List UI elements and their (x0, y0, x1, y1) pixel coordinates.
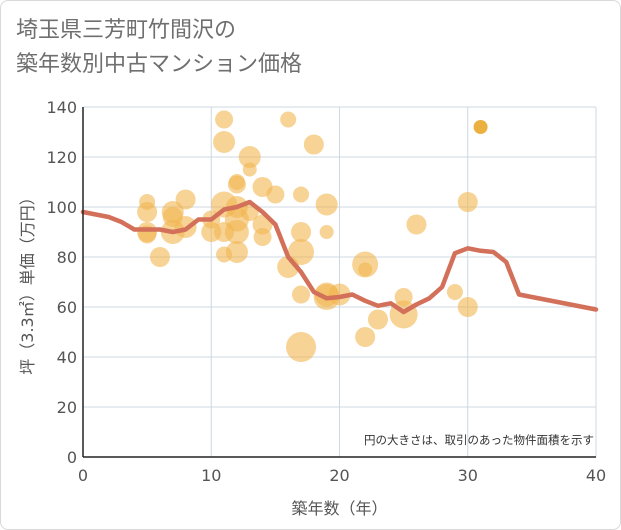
chart-title-line-2: 築年数別中古マンション価格 (16, 52, 303, 77)
y-tick-label: 40 (57, 348, 77, 367)
x-tick-label: 0 (78, 466, 88, 485)
y-tick-label: 60 (57, 298, 77, 317)
data-bubble (293, 186, 310, 203)
data-bubble (213, 131, 236, 153)
data-bubble (280, 111, 297, 128)
y-axis-label: 坪（3.3㎡）単価（万円） (18, 189, 37, 374)
size-annotation: 円の大きさは、取引のあった物件面積を示す (364, 433, 594, 447)
data-bubble (457, 297, 478, 317)
data-bubble (242, 162, 257, 177)
grid-lines (83, 106, 597, 457)
data-bubble (303, 134, 324, 155)
y-tick-label: 0 (67, 448, 77, 467)
data-bubble (224, 220, 249, 244)
y-tick-label: 80 (57, 248, 77, 267)
data-bubble (175, 189, 196, 210)
x-tick-label: 20 (329, 466, 349, 485)
data-bubble (355, 327, 376, 347)
data-bubble (319, 225, 334, 239)
data-bubble (315, 193, 338, 216)
data-bubble (292, 285, 311, 304)
data-bubble (446, 284, 463, 300)
x-tick-label: 30 (458, 466, 478, 485)
y-tick-label: 20 (57, 398, 77, 417)
y-tick-label: 140 (46, 98, 77, 117)
trend-line (80, 199, 599, 315)
trend-line-layer (80, 199, 599, 315)
data-bubble (238, 146, 261, 168)
data-bubble (266, 185, 285, 204)
data-bubble (137, 202, 158, 222)
data-bubble (457, 192, 478, 212)
data-bubble (288, 239, 315, 265)
x-tick-label: 40 (586, 466, 606, 485)
x-tick-label: 10 (201, 466, 221, 485)
data-bubble (358, 262, 373, 277)
data-bubble (473, 120, 488, 134)
data-bubble (215, 110, 234, 129)
data-bubble (406, 214, 427, 235)
data-bubble (291, 222, 312, 242)
data-bubble (227, 175, 246, 194)
x-axis-label: 築年数（年） (291, 499, 387, 518)
data-bubble (253, 228, 272, 246)
tick-labels: 0 20 40 60 80 100 120 140 0 10 20 30 40 (46, 98, 606, 485)
chart-title-line-1: 埼玉県三芳町竹間沢の (16, 18, 237, 43)
data-bubble (286, 332, 317, 362)
chart-title: 埼玉県三芳町竹間沢の築年数別中古マンション価格 (16, 14, 302, 82)
data-bubble (328, 283, 351, 306)
bubble-layer (137, 110, 488, 362)
data-bubble (149, 247, 170, 267)
y-tick-label: 120 (46, 148, 77, 167)
y-tick-label: 100 (46, 198, 77, 217)
axes (82, 107, 596, 458)
data-bubble (225, 241, 248, 263)
data-bubble (367, 309, 388, 330)
